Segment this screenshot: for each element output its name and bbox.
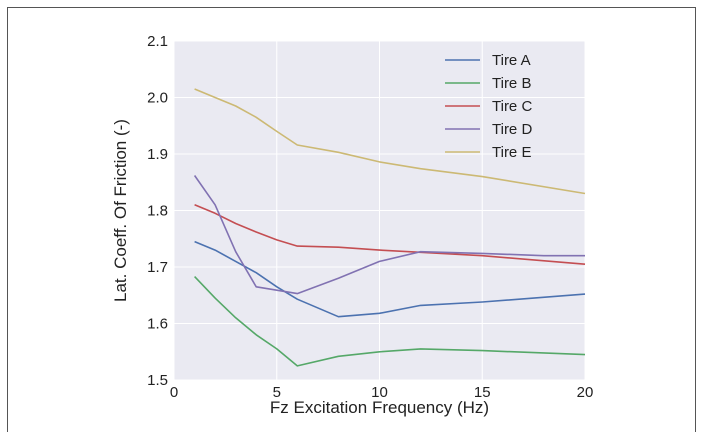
series-line-tire-c [194,204,586,265]
legend-label-tire-d: Tire D [492,121,532,138]
x-tick-label: 10 [371,384,388,401]
line-chart: 0 5 10 15 20 1.5 1.6 1.7 1.8 1.9 2.0 2.1 Fz Excita… [111,33,594,417]
series-line-tire-a [194,240,586,318]
x-tick-label: 5 [273,384,281,401]
y-tick-labels: 1.5 1.6 1.7 1.8 1.9 2.0 2.1 [147,33,168,389]
series-lines [193,88,586,367]
legend-label-tire-a: Tire A [492,52,531,69]
y-tick-label: 2.0 [147,90,168,107]
x-tick-label: 20 [577,384,594,401]
x-tick-label: 15 [474,384,491,401]
series-line-tire-e [194,88,586,195]
legend-label-tire-c: Tire C [492,98,532,115]
y-tick-label: 2.1 [147,33,168,50]
y-tick-label: 1.5 [147,372,168,389]
series-line-tire-d [193,175,585,295]
y-tick-label: 1.7 [147,259,168,276]
legend-label-tire-b: Tire B [492,75,531,92]
legend: Tire A Tire B Tire C Tire D Tire E [445,52,532,161]
x-axis-label: Fz Excitation Frequency (Hz) [270,398,489,417]
x-tick-label: 0 [170,384,178,401]
figure-frame: 0 5 10 15 20 1.5 1.6 1.7 1.8 1.9 2.0 2.1 Fz Excita… [7,7,696,432]
y-axis-label: Lat. Coeff. Of Friction (-) [111,119,130,302]
y-tick-label: 1.6 [147,316,168,333]
series-line-tire-b [194,276,586,367]
x-tick-labels: 0 5 10 15 20 [170,384,594,401]
grid-lines [173,40,586,381]
legend-label-tire-e: Tire E [492,144,531,161]
y-tick-label: 1.9 [147,146,168,163]
y-tick-label: 1.8 [147,203,168,220]
